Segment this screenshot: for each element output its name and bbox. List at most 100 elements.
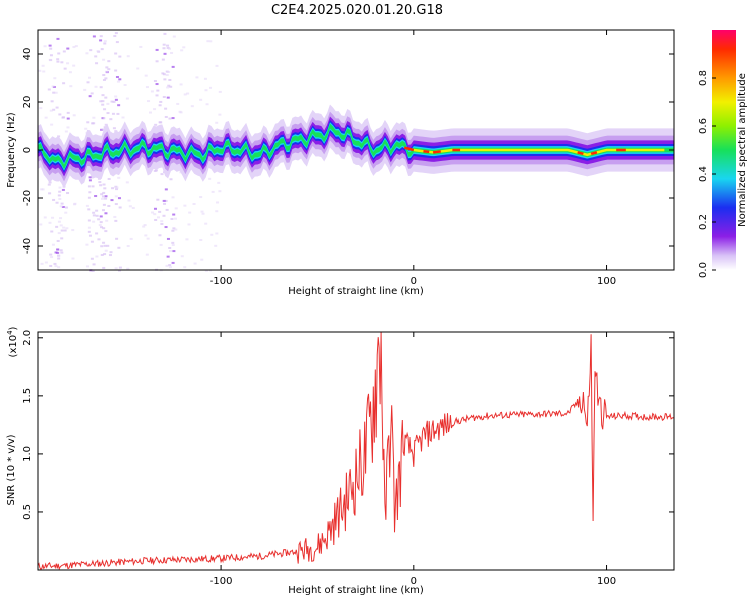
spectrogram-noise-cell: [201, 212, 205, 215]
snr-y-tick-label: 0.5: [22, 504, 33, 520]
spectrogram-peak: [577, 151, 584, 156]
spectrogram-noise-cell: [85, 204, 89, 207]
spectrogram-noise-cell: [103, 253, 107, 256]
spectrogram-noise-cell: [158, 210, 162, 213]
spectrogram-noise-cell: [92, 263, 96, 266]
spectrogram-noise-cell: [163, 52, 167, 55]
spectrogram-noise-cell: [183, 93, 187, 96]
spectrogram-noise-cell: [99, 184, 103, 187]
spectrogram-noise-cell: [103, 42, 107, 45]
snr-panel: -100 0 100 0.5 1.0 1.5 2.0 Height of straight …: [6, 326, 675, 596]
spectrogram-noise-cell: [44, 261, 48, 264]
spectrogram-noise-cell: [48, 221, 52, 224]
spectrogram-noise-cell: [92, 220, 96, 223]
spectrogram-noise-cell: [60, 61, 64, 64]
spectrogram-noise-cell: [209, 86, 213, 89]
spectrogram-noise-cell: [66, 117, 70, 120]
spectrogram-noise-cell: [66, 47, 70, 50]
spectrogram-noise-cell: [87, 230, 91, 233]
spectrogram-noise-cell: [66, 192, 70, 195]
spectrogram-noise-cell: [87, 226, 91, 229]
spectrogram-noise-cell: [58, 186, 62, 189]
spectrogram-noise-cell: [146, 237, 150, 240]
colorbar-tick-label: 0.6: [698, 118, 709, 134]
spectrogram-noise-cell: [57, 266, 61, 269]
spectrogram-noise-cell: [56, 248, 60, 251]
spectrogram-noise-cell: [164, 115, 168, 118]
spectrogram-noise-cell: [160, 220, 164, 223]
spectrogram-noise-cell: [210, 233, 214, 236]
spectrogram-noise-cell: [71, 229, 75, 232]
spectrogram-x-tick-label: -100: [210, 276, 233, 287]
spectrogram-noise-cell: [158, 234, 162, 237]
spectrogram-noise-cell: [88, 191, 92, 194]
spectrogram-noise-cell: [171, 241, 175, 244]
spectrogram-noise-cell: [156, 216, 160, 219]
spectrogram-noise-cell: [161, 58, 165, 61]
spectrogram-noise-cell: [215, 232, 219, 235]
spectrogram-noise-cell: [95, 255, 99, 258]
spectrogram-noise-cell: [139, 45, 143, 48]
spectrogram-noise-cell: [121, 116, 125, 119]
spectrogram-noise-cell: [99, 100, 103, 103]
spectrogram-noise-cell: [48, 58, 52, 61]
spectrogram-noise-cell: [94, 55, 98, 58]
spectrogram-noise-cell: [170, 51, 174, 54]
spectrogram-noise-cell: [144, 234, 148, 237]
spectrogram-noise-cell: [43, 216, 47, 219]
spectrogram-noise-cell: [95, 209, 99, 212]
spectrogram-noise-cell: [171, 117, 175, 120]
spectrogram-noise-cell: [49, 264, 53, 267]
spectrogram-noise-cell: [105, 70, 109, 73]
spectrogram-noise-cell: [63, 229, 67, 232]
spectrogram-noise-cell: [57, 52, 61, 55]
spectrogram-noise-cell: [216, 201, 220, 204]
colorbar-tick-label: 0.8: [698, 70, 709, 86]
spectrogram-noise-cell: [94, 85, 98, 88]
spectrogram-noise-cell: [214, 244, 218, 247]
spectrogram-noise-cell: [98, 181, 102, 184]
spectrogram-noise-cell: [165, 74, 169, 77]
spectrogram-noise-cell: [57, 135, 61, 138]
colorbar-tick-label: 0.2: [698, 214, 709, 230]
spectrogram-noise-cell: [165, 264, 169, 267]
spectrogram-noise-cell: [104, 195, 108, 198]
spectrogram-noise-cell: [96, 50, 100, 53]
spectrogram-noise-cell: [43, 45, 47, 48]
spectrogram-noise-cell: [100, 48, 104, 51]
spectrogram-noise-cell: [66, 111, 70, 114]
spectrogram-noise-cell: [100, 193, 104, 196]
spectrogram-noise-cell: [188, 211, 192, 214]
spectrogram-noise-cell: [87, 76, 91, 79]
spectrogram-noise-cell: [101, 209, 105, 212]
spectrogram-noise-cell: [147, 100, 151, 103]
spectrogram-noise-cell: [47, 183, 51, 186]
spectrogram-noise-cell: [183, 204, 187, 207]
spectrogram-noise-cell: [58, 113, 62, 116]
spectrogram-noise-cell: [109, 251, 113, 254]
spectrogram-noise-cell: [99, 39, 103, 42]
colorbar-label: Normalized spectral amplitude: [737, 73, 748, 227]
spectrogram-noise-cell: [104, 123, 108, 126]
spectrogram-noise-cell: [50, 123, 54, 126]
spectrogram-noise-cell: [66, 62, 70, 65]
spectrogram-y-tick-label: -40: [22, 238, 33, 254]
snr-ticks: -100 0 100 0.5 1.0 1.5 2.0: [22, 330, 674, 587]
spectrogram-noise-cell: [116, 112, 120, 115]
spectrogram-noise-cell: [183, 266, 187, 269]
spectrogram-noise-cell: [110, 100, 114, 103]
spectrogram-noise-cell: [73, 203, 77, 206]
spectrogram-noise-cell: [217, 181, 221, 184]
spectrogram-noise-cell: [51, 216, 55, 219]
spectrogram-noise-cell: [187, 223, 191, 226]
spectrogram-noise-cell: [90, 240, 94, 243]
spectrogram-noise-cell: [167, 84, 171, 87]
spectrogram-noise-cell: [172, 35, 176, 38]
spectrogram-noise-cell: [54, 251, 58, 254]
spectrogram-noise-cell: [84, 127, 88, 130]
spectrogram-noise-cell: [85, 243, 89, 246]
spectrogram-noise-cell: [95, 232, 99, 235]
snr-x-tick-label: -100: [210, 576, 233, 587]
spectrogram-noise-cell: [91, 269, 95, 272]
spectrogram-noise-cell: [118, 206, 122, 209]
